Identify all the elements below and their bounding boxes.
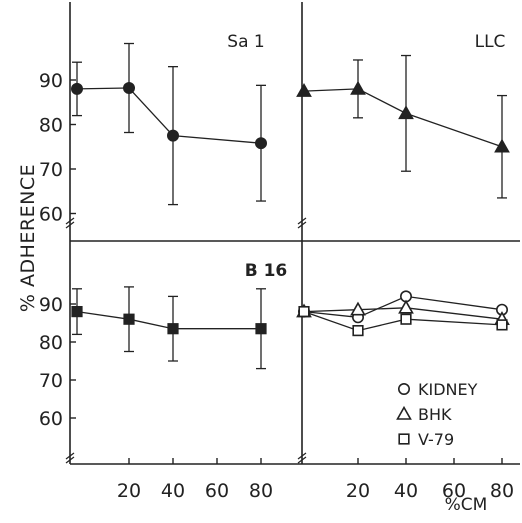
data-point-marker [123,313,135,325]
axis-break-mark [65,456,75,464]
data-point-marker [71,82,84,95]
legend-label-bhk: BHK [418,405,452,424]
y-tick-label: 70 [39,370,63,392]
axis-break-mark [65,452,75,460]
data-point-marker [397,382,410,395]
panel-label-b16: B 16 [245,261,288,281]
series-line [76,87,262,144]
axis-break-mark [65,221,75,229]
series-line [303,307,503,320]
x-tick-label: 80 [490,480,514,502]
data-point-marker [123,82,136,95]
y-tick-label: 60 [39,204,63,226]
data-point-marker [396,405,412,420]
x-axis-label: %CM [445,495,488,515]
data-point-marker [494,138,510,153]
data-point-marker [496,319,508,331]
panel-label-sa1: Sa 1 [227,32,264,52]
x-tick-label: 20 [117,480,141,502]
data-point-marker [296,82,312,97]
data-point-marker [255,137,268,150]
data-point-marker [352,324,364,337]
y-tick-label: 90 [39,70,63,92]
axis-break-mark [65,217,75,225]
x-tick-label: 40 [394,480,418,502]
series-line [303,295,503,318]
x-tick-label: 60 [442,480,466,502]
data-point-marker [167,323,179,335]
data-point-marker [255,323,267,335]
axis-break-mark [297,456,307,464]
data-point-marker [398,105,414,120]
legend-label-kidney: KIDNEY [418,380,478,399]
series-line [76,310,261,330]
axis-break-mark [297,452,307,460]
x-tick-label: 40 [161,480,185,502]
legend-label-v79: V-79 [418,430,454,449]
data-point-marker [167,129,180,142]
series-line [303,310,503,332]
data-point-marker [350,301,366,316]
y-tick-label: 80 [39,332,63,354]
panel-label-llc: LLC [475,32,506,52]
axis-break-mark [297,217,307,225]
y-axis-label: % ADHERENCE [17,164,39,312]
data-point-marker [298,305,310,318]
x-tick-label: 80 [249,480,273,502]
chart-marks: 60 60 70 70 80 80 90 90 20 20 40 40 60 60 80 80 [39,42,514,502]
data-point-marker [398,433,410,445]
y-tick-label: 70 [39,159,63,181]
axis-break-mark [297,221,307,229]
y-tick-label: 60 [39,408,63,430]
y-tick-label: 80 [39,115,63,137]
data-point-marker [350,80,366,95]
y-tick-label: 90 [39,294,63,316]
data-point-marker [398,299,414,314]
data-point-marker [400,313,412,325]
series-line [303,88,503,148]
data-point-marker [71,305,83,318]
x-tick-label: 60 [205,480,229,502]
panel-frame [65,2,520,465]
x-tick-label: 20 [346,480,370,502]
